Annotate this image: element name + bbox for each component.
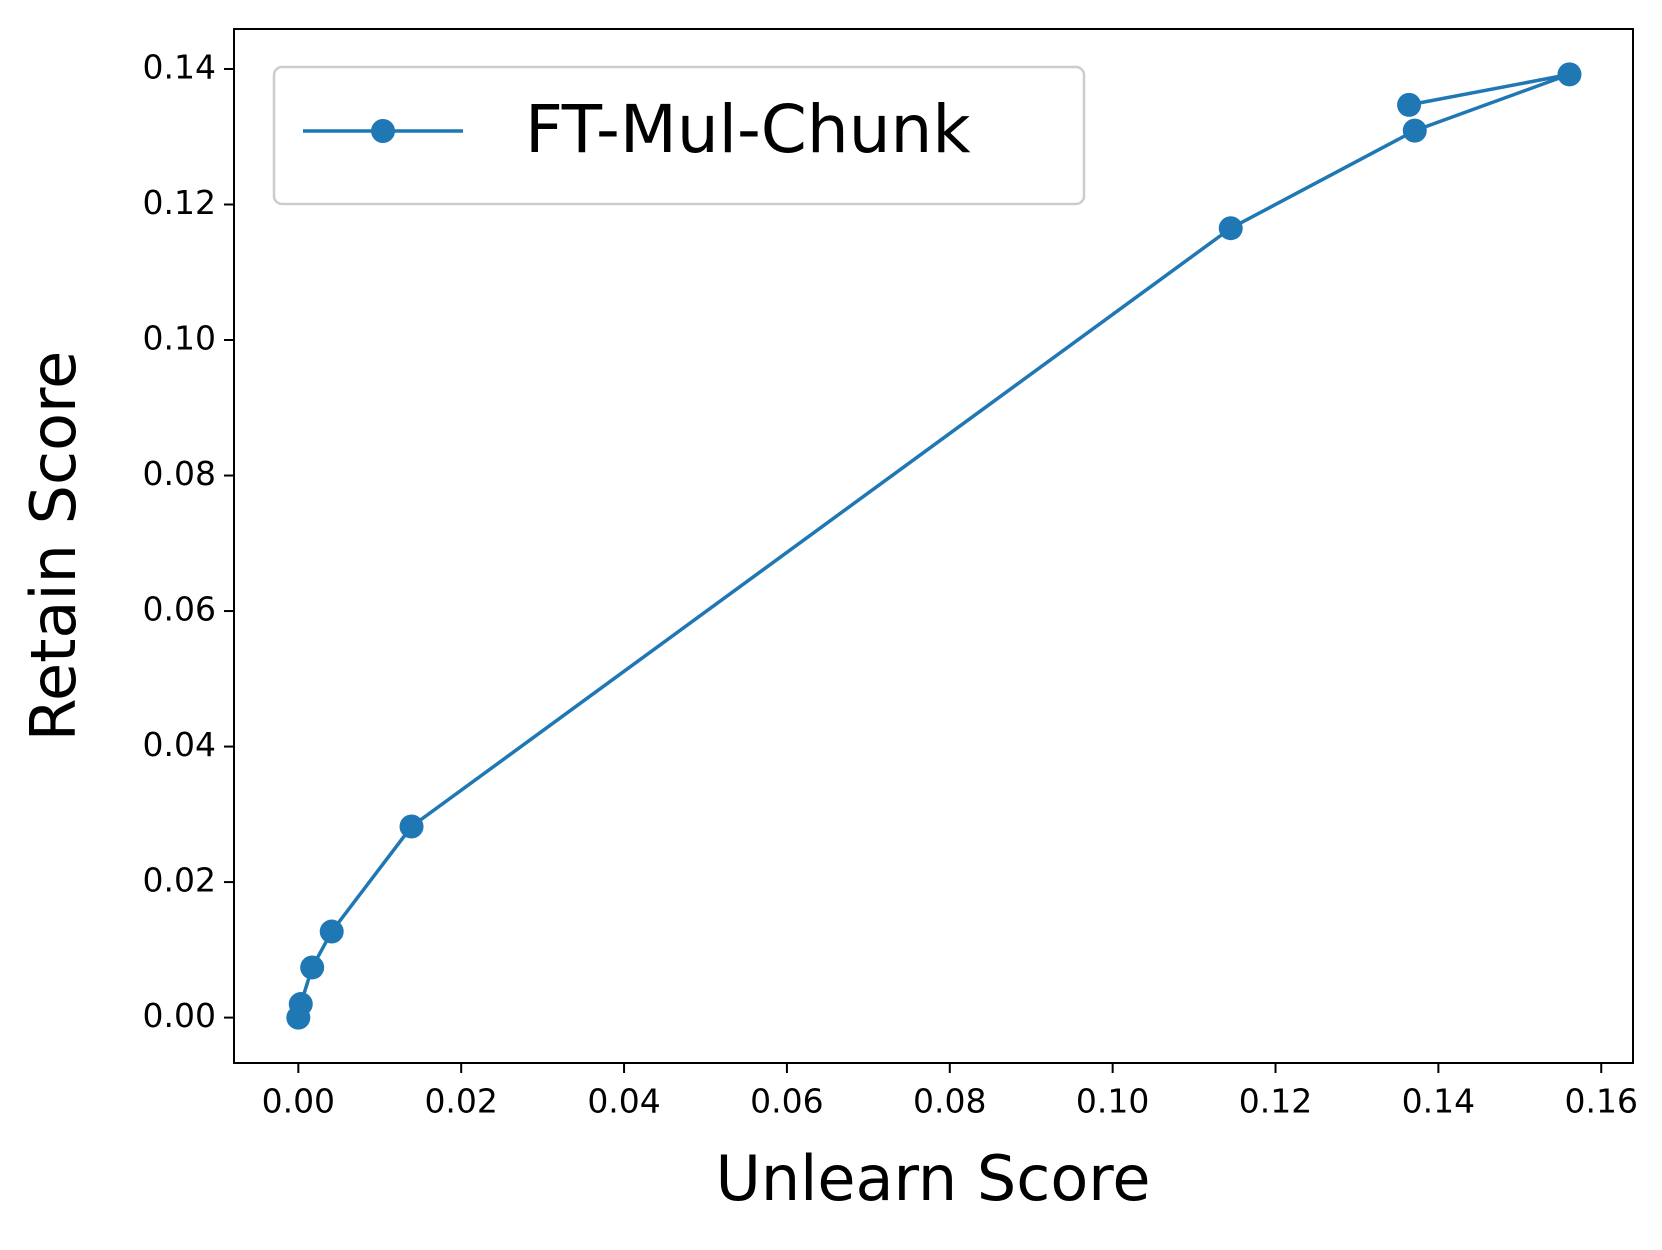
y-axis-label: Retain Score <box>17 351 90 742</box>
x-tick-label: 0.02 <box>424 1082 497 1121</box>
x-tick-label: 0.08 <box>913 1082 986 1121</box>
x-axis-label: Unlearn Score <box>715 1142 1150 1215</box>
x-tick-label: 0.14 <box>1402 1082 1475 1121</box>
marker <box>1402 118 1427 143</box>
y-tick-label: 0.08 <box>143 454 216 493</box>
plot-frame <box>233 28 1634 1064</box>
marker <box>288 992 313 1017</box>
line <box>296 72 1571 1018</box>
x-tick-label: 0.06 <box>750 1082 823 1121</box>
y-tick-label: 0.12 <box>143 183 216 222</box>
marker <box>319 919 344 944</box>
x-tick-label: 0.10 <box>1076 1082 1149 1121</box>
legend-label: FT-Mul-Chunk <box>525 91 971 168</box>
x-tick-label: 0.04 <box>587 1082 660 1121</box>
marker <box>300 955 325 980</box>
marker <box>1218 216 1243 241</box>
x-tick-label: 0.16 <box>1564 1082 1637 1121</box>
marker <box>1557 62 1582 87</box>
y-tick-label: 0.06 <box>143 590 216 629</box>
y-tick-label: 0.00 <box>143 996 216 1035</box>
legend-marker <box>371 119 395 143</box>
y-tick-label: 0.10 <box>143 319 216 358</box>
y-tick-label: 0.14 <box>143 47 216 86</box>
x-tick-label: 0.00 <box>262 1082 335 1121</box>
marker <box>399 814 424 839</box>
x-tick-label: 0.12 <box>1239 1082 1312 1121</box>
legend-box <box>272 65 1086 206</box>
y-tick-label: 0.04 <box>143 725 216 764</box>
marker <box>1397 92 1422 117</box>
y-tick-label: 0.02 <box>143 861 216 900</box>
